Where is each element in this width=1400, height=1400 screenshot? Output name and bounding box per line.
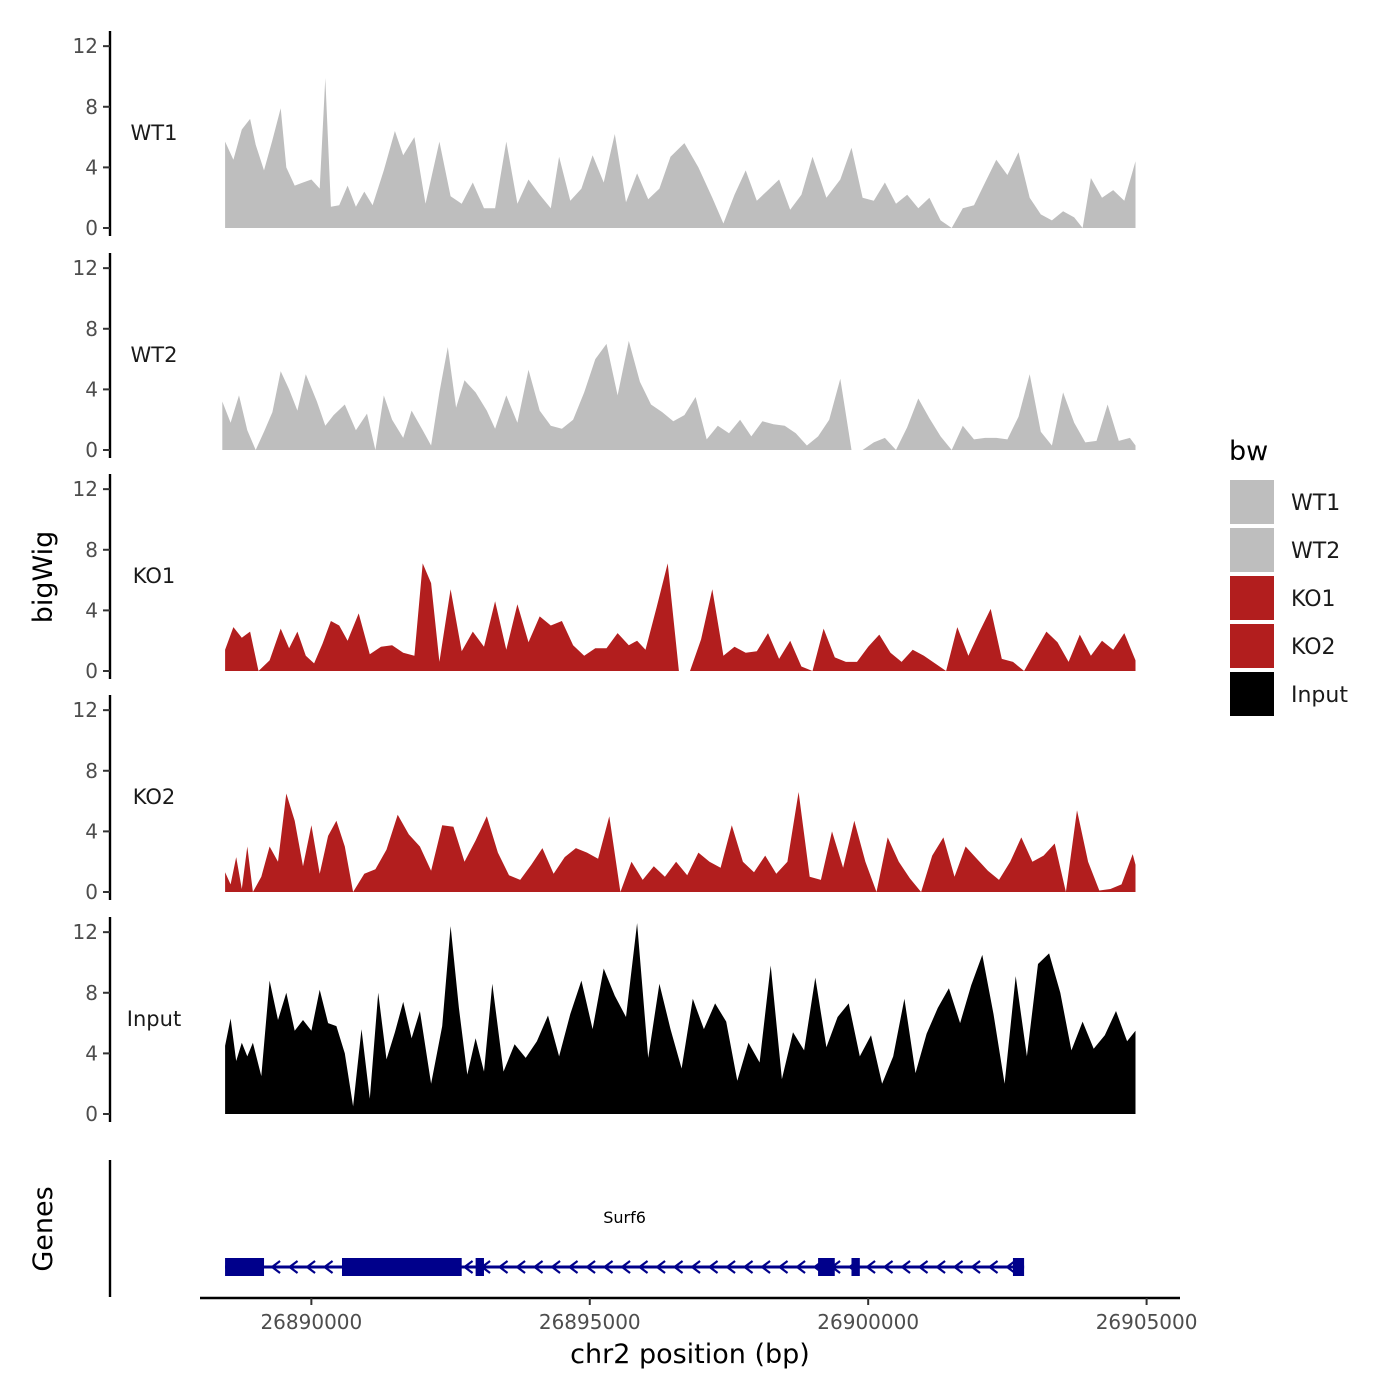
track-label-ko2: KO2 bbox=[133, 785, 176, 809]
strand-arrow bbox=[690, 1260, 701, 1274]
gene-exon bbox=[1012, 1258, 1025, 1276]
y-tick-label: 4 bbox=[85, 1041, 98, 1065]
gene-exon bbox=[475, 1258, 484, 1276]
strand-arrow bbox=[602, 1260, 614, 1274]
y-tick-label: 8 bbox=[85, 538, 98, 562]
legend-label-wt1: WT1 bbox=[1291, 491, 1340, 516]
track-area-wt1 bbox=[225, 78, 1136, 228]
y-tick-label: 0 bbox=[85, 1102, 98, 1126]
gene-name-label: Surf6 bbox=[603, 1208, 646, 1227]
legend-swatch-wt2 bbox=[1230, 528, 1274, 572]
y-axis-title: bigWig bbox=[28, 531, 59, 624]
strand-arrow bbox=[637, 1260, 649, 1274]
genes-panel-label: Genes bbox=[28, 1186, 59, 1271]
x-axis-title: chr2 position (bp) bbox=[570, 1339, 810, 1370]
y-tick-label: 8 bbox=[85, 95, 98, 119]
track-label-input: Input bbox=[127, 1007, 181, 1031]
gene-exon bbox=[341, 1258, 462, 1276]
strand-arrow bbox=[305, 1260, 316, 1274]
y-tick-label: 0 bbox=[85, 216, 98, 240]
strand-arrow bbox=[585, 1260, 596, 1274]
strand-arrow bbox=[917, 1260, 929, 1274]
y-tick-label: 0 bbox=[85, 659, 98, 683]
strand-arrow bbox=[497, 1260, 509, 1274]
legend-swatch-wt1 bbox=[1230, 480, 1274, 524]
x-tick-label: 26895000 bbox=[539, 1310, 641, 1334]
strand-arrow bbox=[865, 1260, 876, 1274]
y-tick-label: 4 bbox=[85, 155, 98, 179]
gene-exon bbox=[225, 1258, 265, 1276]
legend-title: bw bbox=[1229, 436, 1268, 467]
track-area-wt2 bbox=[222, 340, 1136, 450]
strand-arrow bbox=[322, 1260, 334, 1274]
strand-arrow bbox=[795, 1260, 806, 1274]
y-tick-label: 4 bbox=[85, 819, 98, 843]
strand-arrow bbox=[655, 1260, 666, 1274]
legend-label-ko1: KO1 bbox=[1291, 587, 1336, 612]
x-tick-label: 26900000 bbox=[817, 1310, 919, 1334]
strand-arrow bbox=[742, 1260, 754, 1274]
y-tick-label: 12 bbox=[73, 256, 98, 280]
strand-arrow bbox=[760, 1260, 771, 1274]
y-tick-label: 8 bbox=[85, 981, 98, 1005]
strand-arrow bbox=[462, 1260, 474, 1274]
x-tick-label: 26890000 bbox=[260, 1310, 362, 1334]
legend-label-ko2: KO2 bbox=[1291, 635, 1336, 660]
gene-exon bbox=[818, 1258, 835, 1276]
strand-arrow bbox=[532, 1260, 544, 1274]
track-label-ko1: KO1 bbox=[133, 564, 176, 588]
strand-arrow bbox=[672, 1260, 684, 1274]
strand-arrow bbox=[987, 1260, 999, 1274]
strand-arrow bbox=[287, 1260, 299, 1274]
track-area-input bbox=[225, 923, 1136, 1114]
strand-arrow bbox=[707, 1260, 719, 1274]
legend-label-wt2: WT2 bbox=[1291, 539, 1340, 564]
strand-arrow bbox=[515, 1260, 526, 1274]
legend-label-input: Input bbox=[1291, 683, 1348, 708]
legend-swatch-ko2 bbox=[1230, 624, 1274, 668]
y-tick-label: 4 bbox=[85, 598, 98, 622]
track-label-wt1: WT1 bbox=[131, 121, 178, 145]
strand-arrow bbox=[970, 1260, 981, 1274]
gene-exon bbox=[851, 1258, 860, 1276]
y-tick-label: 12 bbox=[73, 34, 98, 58]
strand-arrow bbox=[725, 1260, 736, 1274]
strand-arrow bbox=[567, 1260, 579, 1274]
y-tick-label: 0 bbox=[85, 438, 98, 462]
track-label-wt2: WT2 bbox=[131, 343, 178, 367]
strand-arrow bbox=[777, 1260, 789, 1274]
strand-arrow bbox=[882, 1260, 894, 1274]
legend-swatch-input bbox=[1230, 672, 1274, 716]
strand-arrow bbox=[900, 1260, 911, 1274]
y-tick-label: 8 bbox=[85, 317, 98, 341]
y-tick-label: 8 bbox=[85, 759, 98, 783]
y-tick-label: 12 bbox=[73, 698, 98, 722]
strand-arrow bbox=[935, 1260, 946, 1274]
strand-arrow bbox=[1005, 1260, 1016, 1274]
strand-arrow bbox=[620, 1260, 631, 1274]
y-tick-label: 0 bbox=[85, 880, 98, 904]
legend-swatch-ko1 bbox=[1230, 576, 1274, 620]
y-tick-label: 4 bbox=[85, 377, 98, 401]
strand-arrow bbox=[952, 1260, 964, 1274]
track-area-ko1 bbox=[225, 563, 1136, 671]
y-tick-label: 12 bbox=[73, 477, 98, 501]
strand-arrow bbox=[550, 1260, 561, 1274]
y-tick-label: 12 bbox=[73, 920, 98, 944]
strand-arrow bbox=[270, 1260, 281, 1274]
track-area-ko2 bbox=[225, 792, 1136, 892]
x-tick-label: 26905000 bbox=[1096, 1310, 1198, 1334]
